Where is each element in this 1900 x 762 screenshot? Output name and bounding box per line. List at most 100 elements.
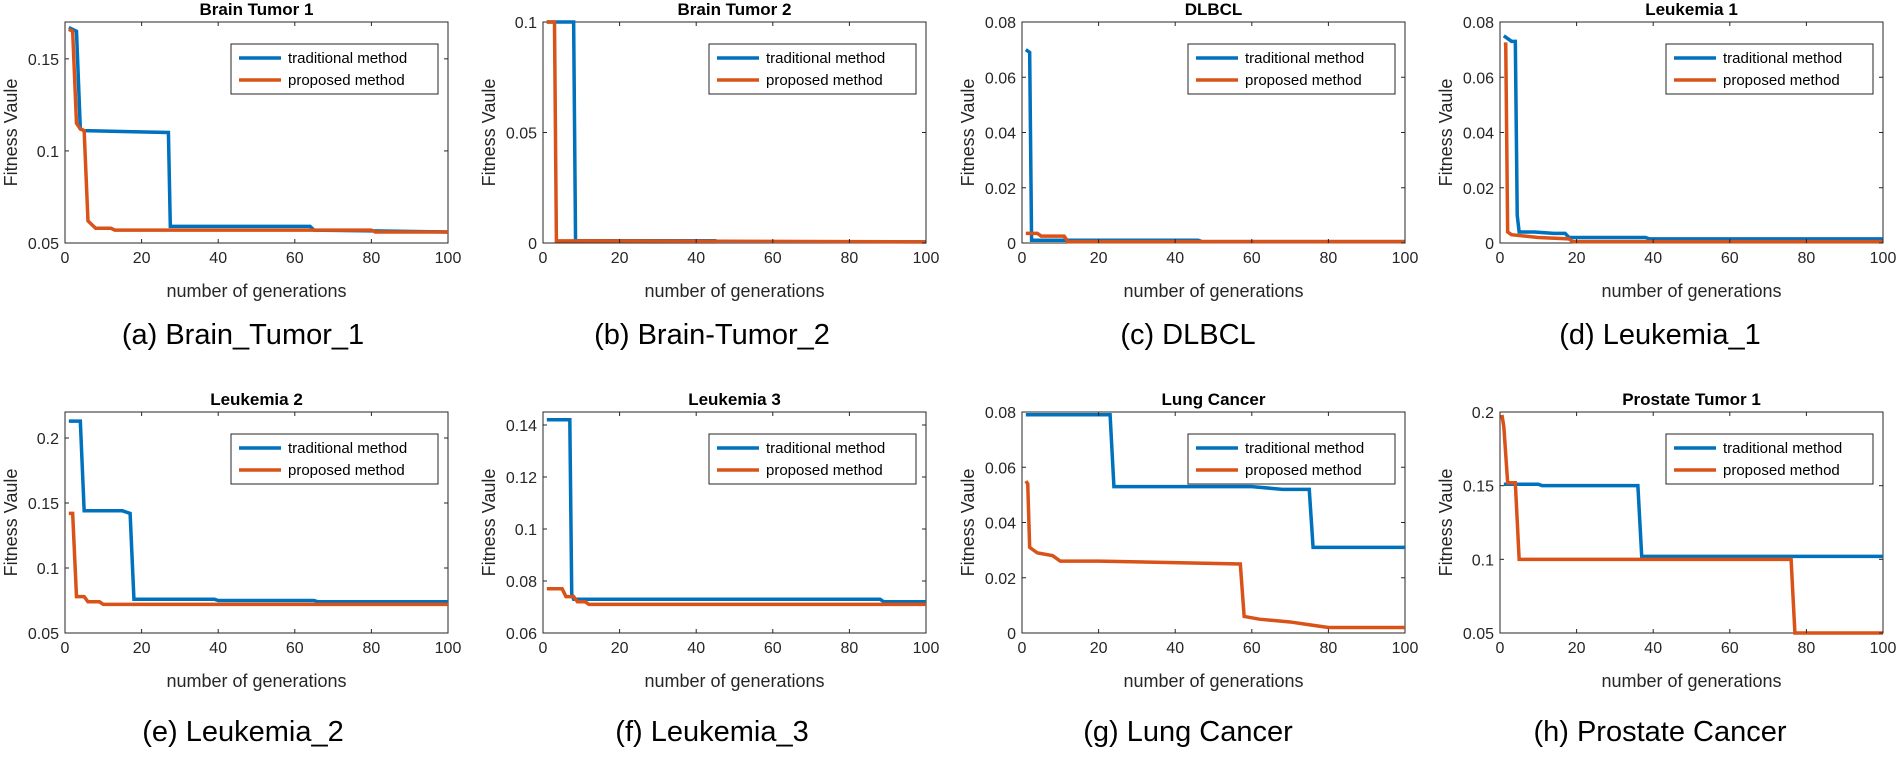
chart-c-title: DLBCL	[1185, 0, 1243, 19]
chart-f-xtick-label: 0	[539, 640, 548, 657]
chart-d-ytick-label: 0.04	[1463, 126, 1494, 143]
chart-d-xtick-label: 100	[1870, 250, 1897, 267]
chart-d-legend	[1665, 43, 1874, 95]
chart-e-xtick-label: 40	[209, 640, 227, 657]
chart-b-xtick-label: 100	[913, 250, 940, 267]
chart-e-ytick-label: 0.15	[28, 496, 59, 513]
chart-c-legend-label-proposed: proposed method	[1245, 72, 1362, 89]
chart-c-ytick-label: 0.08	[985, 15, 1016, 32]
chart-d-legend-label-traditional: traditional method	[1723, 50, 1842, 67]
chart-b-title: Brain Tumor 2	[678, 0, 792, 19]
chart-g-caption: (g) Lung Cancer	[1083, 716, 1293, 748]
chart-d-title: Leukemia 1	[1645, 0, 1738, 19]
chart-g-series-traditional-line	[1025, 413, 1405, 550]
chart-g-ytick-label: 0.08	[985, 405, 1016, 422]
chart-d-xlabel: number of generations	[1601, 281, 1781, 301]
chart-c-xtick-label: 80	[1320, 250, 1338, 267]
chart-e-legend-label-proposed: proposed method	[288, 462, 405, 479]
chart-g-series-proposed-line	[1024, 480, 1405, 630]
chart-f-ytick-label: 0.14	[506, 418, 537, 435]
chart-f-ytick-label: 0.12	[506, 470, 537, 487]
chart-e-legend	[230, 433, 439, 485]
chart-f-caption: (f) Leukemia_3	[615, 716, 808, 748]
chart-e-xtick-label: 100	[435, 640, 462, 657]
chart-a-legend-label-traditional: traditional method	[288, 50, 407, 67]
chart-f-series-proposed-line	[546, 587, 926, 607]
chart-f: 0 20 40 60 80 100 0.06 0.08 0.1 0.12 0.14 Leukemia …	[479, 390, 939, 748]
chart-c-xtick-label: 20	[1090, 250, 1108, 267]
chart-g-ylabel: Fitness Vaule	[958, 469, 978, 577]
chart-e: 0 20 40 60 80 100 0.05 0.1 0.15 0.2 Leukemia 2 numb…	[1, 390, 461, 748]
chart-e-title: Leukemia 2	[210, 390, 303, 409]
chart-d-ytick-label: 0	[1485, 236, 1494, 253]
chart-g-xtick-label: 40	[1166, 640, 1184, 657]
chart-g-ytick-label: 0	[1007, 626, 1016, 643]
chart-e-xtick-label: 60	[286, 640, 304, 657]
chart-a: 0 20 40 60 80 100 0.05 0.1 0.15 Brain Tumor 1 numb…	[1, 0, 461, 351]
chart-e-xtick-label: 0	[61, 640, 70, 657]
chart-b-ylabel: Fitness Vaule	[479, 79, 499, 187]
chart-g-ytick-label: 0.02	[985, 571, 1016, 588]
chart-b-ytick-label: 0.05	[506, 126, 537, 143]
chart-h-xtick-label: 100	[1870, 640, 1897, 657]
chart-f-xtick-label: 60	[764, 640, 782, 657]
chart-e-series-traditional-line	[68, 419, 448, 604]
chart-d-xtick-label: 20	[1568, 250, 1586, 267]
chart-a-xtick-label: 40	[209, 250, 227, 267]
chart-d-xtick-label: 40	[1644, 250, 1662, 267]
chart-g-ytick-label: 0.06	[985, 460, 1016, 477]
chart-e-xtick-label: 80	[363, 640, 381, 657]
chart-e-ytick-label: 0.2	[37, 431, 59, 448]
chart-h-series-proposed-line	[1500, 414, 1883, 635]
chart-h-xlabel: number of generations	[1601, 671, 1781, 691]
chart-h-ytick-label: 0.15	[1463, 479, 1494, 496]
chart-b-legend	[708, 43, 917, 95]
chart-f-title: Leukemia 3	[688, 390, 781, 409]
chart-a-ytick-label: 0.1	[37, 144, 59, 161]
chart-e-legend-label-traditional: traditional method	[288, 440, 407, 457]
chart-g-legend-label-traditional: traditional method	[1245, 440, 1364, 457]
chart-c-series-proposed-line	[1025, 231, 1405, 244]
chart-b-ytick-label: 0	[528, 236, 537, 253]
chart-f-ytick-label: 0.1	[515, 522, 537, 539]
chart-d-legend-label-proposed: proposed method	[1723, 72, 1840, 89]
chart-b-legend-label-proposed: proposed method	[766, 72, 883, 89]
chart-g-legend	[1187, 433, 1396, 485]
chart-c-ytick-label: 0.06	[985, 70, 1016, 87]
chart-g-xtick-label: 0	[1018, 640, 1027, 657]
chart-a-xtick-label: 60	[286, 250, 304, 267]
chart-c-legend-label-traditional: traditional method	[1245, 50, 1364, 67]
chart-d-ytick-label: 0.02	[1463, 181, 1494, 198]
chart-f-xtick-label: 40	[687, 640, 705, 657]
chart-f-xtick-label: 20	[611, 640, 629, 657]
chart-d-xtick-label: 60	[1721, 250, 1739, 267]
chart-h-legend-label-traditional: traditional method	[1723, 440, 1842, 457]
chart-f-xlabel: number of generations	[644, 671, 824, 691]
chart-a-xtick-label: 20	[133, 250, 151, 267]
chart-f-ytick-label: 0.06	[506, 626, 537, 643]
chart-h-ylabel: Fitness Vaule	[1436, 469, 1456, 577]
chart-h: 0 20 40 60 80 100 0.05 0.1 0.15 0.2 Prostate Tumor…	[1436, 390, 1896, 748]
chart-f-ytick-label: 0.08	[506, 574, 537, 591]
chart-a-xtick-label: 0	[61, 250, 70, 267]
chart-h-xtick-label: 20	[1568, 640, 1586, 657]
chart-d-caption: (d) Leukemia_1	[1559, 319, 1761, 351]
chart-b: 0 20 40 60 80 100 0 0.05 0.1 Brain Tumor 2 number …	[479, 0, 939, 351]
chart-d-ytick-label: 0.06	[1463, 70, 1494, 87]
chart-h-legend	[1665, 433, 1874, 485]
chart-a-ytick-label: 0.05	[28, 236, 59, 253]
chart-h-ytick-label: 0.2	[1472, 405, 1494, 422]
chart-e-caption: (e) Leukemia_2	[142, 716, 344, 748]
chart-g-xlabel: number of generations	[1123, 671, 1303, 691]
chart-a-ylabel: Fitness Vaule	[1, 79, 21, 187]
chart-c-ytick-label: 0.02	[985, 181, 1016, 198]
chart-e-xlabel: number of generations	[166, 671, 346, 691]
chart-c-ytick-label: 0	[1007, 236, 1016, 253]
chart-e-plot-area	[64, 411, 449, 634]
chart-b-ytick-label: 0.1	[515, 15, 537, 32]
chart-a-xtick-label: 100	[435, 250, 462, 267]
chart-a-title: Brain Tumor 1	[200, 0, 314, 19]
chart-c-xtick-label: 40	[1166, 250, 1184, 267]
chart-d-ylabel: Fitness Vaule	[1436, 79, 1456, 187]
chart-c-xtick-label: 0	[1018, 250, 1027, 267]
